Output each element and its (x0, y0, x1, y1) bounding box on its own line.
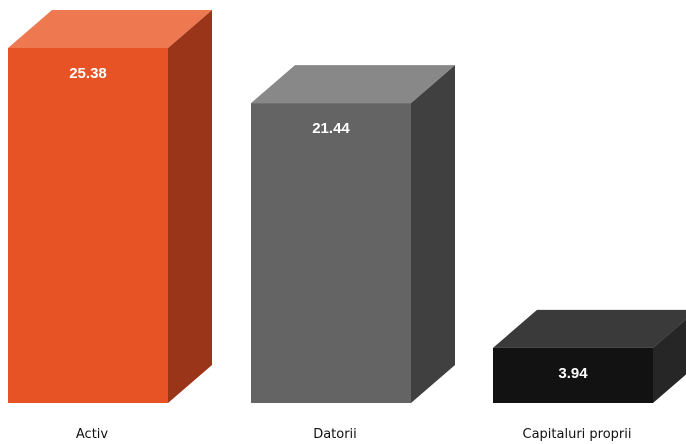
bar-side-face (168, 10, 212, 403)
bar-top-face (251, 65, 455, 104)
bar-side-face (653, 319, 686, 403)
bar-front-face (493, 347, 653, 403)
category-label: Datorii (313, 427, 357, 442)
bar-front-face (8, 48, 168, 403)
bar-top-face (493, 309, 686, 348)
category-label: Activ (76, 427, 109, 442)
bar-value-label: 3.94 (558, 365, 588, 382)
bar-top-face (8, 10, 212, 48)
bars-group (8, 10, 686, 403)
labels-group: 25.38 Activ 21.44 Datorii 3.94 Capitaluri pro… (69, 65, 631, 442)
bar (251, 65, 455, 403)
category-label: Capitaluri proprii (523, 427, 632, 442)
bar-front-face (251, 103, 411, 403)
bar-value-label: 21.44 (312, 120, 350, 137)
bar (8, 10, 212, 403)
bar (493, 309, 686, 403)
bar-value-label: 25.38 (69, 65, 107, 82)
bar-side-face (411, 65, 455, 403)
